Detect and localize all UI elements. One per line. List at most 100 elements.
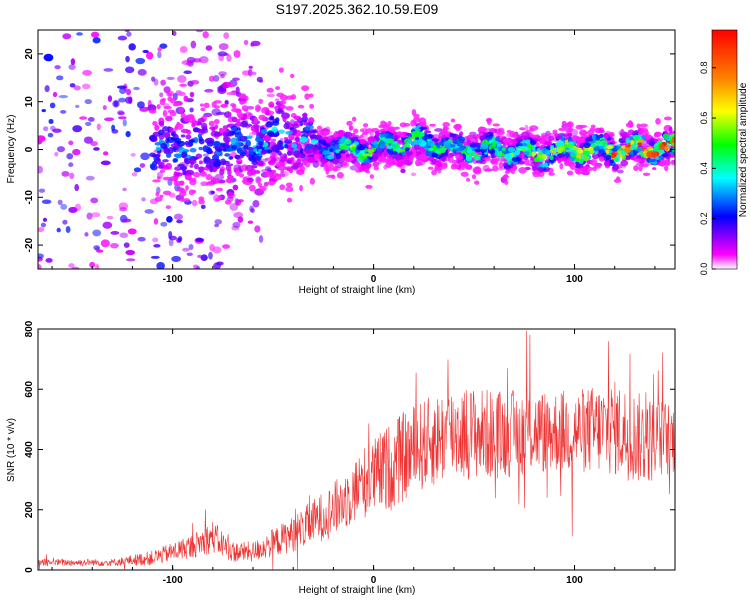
x-tick-label: 0: [371, 575, 377, 586]
spectrogram-cell: [605, 145, 614, 149]
spectrogram-cell: [309, 103, 315, 109]
spectrogram-cell: [268, 101, 275, 108]
spectrogram-cell: [648, 139, 655, 143]
spectrogram-cell: [548, 172, 555, 176]
spectrogram-cell: [231, 108, 239, 113]
spectrogram-cell: [466, 178, 471, 182]
spectrogram-cell: [183, 157, 188, 164]
spectrogram-cell: [180, 134, 186, 138]
spectrogram-cell: [159, 43, 168, 49]
spectrogram-cell: [175, 153, 182, 159]
spectrogram-cell: [285, 182, 293, 188]
spectrogram-cell: [43, 53, 54, 62]
spectrogram-cell: [79, 116, 88, 120]
spectrogram-cell: [540, 163, 549, 168]
spectrogram-cell: [268, 131, 275, 138]
spectrogram-cell: [49, 102, 56, 109]
spectrogram-cell: [445, 131, 450, 138]
spectrogram-cell: [559, 162, 564, 170]
colorbar-ticks: 0.0 0.2 0.4 0.6 0.8: [699, 61, 716, 275]
spectrogram-cell: [286, 197, 293, 203]
spectrogram-cell: [663, 116, 672, 121]
spectrogram-cell: [177, 91, 186, 96]
spectrogram-cell: [589, 127, 596, 132]
spectrogram-cell: [543, 141, 553, 146]
spectrogram-cell: [262, 107, 269, 111]
spectrogram-cell: [277, 140, 283, 147]
spectrogram-cell: [326, 174, 335, 178]
spectrogram-cell: [250, 43, 255, 47]
spectrogram-cell: [597, 153, 602, 158]
spectrogram-cell: [233, 50, 241, 58]
spectrogram-cell: [84, 98, 93, 105]
spectrogram-cell: [659, 160, 665, 167]
spectrogram-cell: [74, 203, 82, 212]
spectrogram-cell: [218, 43, 229, 50]
spectrogram-cell: [166, 216, 173, 223]
spectrogram-cell: [325, 164, 335, 169]
spectrogram-cell: [193, 127, 201, 133]
spectrogram-cell: [248, 156, 257, 162]
spectrogram-cell: [239, 100, 247, 104]
spectrogram-cell: [473, 167, 482, 175]
colorbar-tick-label: 0.4: [699, 162, 709, 175]
spectrogram-cell: [235, 170, 241, 177]
spectrogram-cell: [130, 152, 136, 157]
spectrogram-cell: [156, 262, 165, 269]
spectrogram-cell: [576, 137, 585, 144]
spectrogram-cell: [159, 120, 165, 127]
spectrogram-cell: [494, 137, 500, 142]
spectrogram-cell: [228, 176, 234, 181]
spectrogram-cell: [56, 75, 64, 81]
spectrogram-cell: [434, 128, 444, 132]
spectrogram-xlabel: Height of straight line (km): [299, 285, 416, 296]
spectrogram-cell: [605, 154, 612, 160]
spectrogram-cell: [231, 144, 237, 150]
spectrogram-cell: [303, 159, 308, 166]
spectrogram-cell: [410, 172, 417, 177]
spectrogram-cell: [590, 124, 596, 129]
spectrogram-cell: [387, 120, 392, 127]
spectrogram-cell: [258, 140, 264, 146]
spectrogram-cell: [163, 106, 172, 110]
spectrogram-cell: [496, 167, 506, 171]
spectrogram-cell: [234, 154, 240, 160]
spectrogram-cell: [188, 159, 197, 165]
spectrogram-cell: [483, 157, 491, 162]
spectrogram-cell: [243, 39, 249, 46]
spectrogram-cell: [524, 158, 530, 166]
spectrogram-cell: [257, 182, 263, 188]
spectrogram-cell: [608, 132, 615, 137]
spectrogram-cell: [212, 75, 220, 82]
spectrogram-cell: [60, 109, 67, 114]
spectrogram-cell: [426, 157, 435, 161]
spectrogram-cell: [192, 172, 201, 178]
spectrogram-cell: [195, 237, 205, 242]
spectrogram-cell: [219, 168, 225, 176]
spectrogram-cell: [211, 126, 216, 133]
spectrogram-cell: [154, 142, 161, 146]
spectrogram-cell: [236, 147, 242, 154]
spectrogram-cell: [180, 128, 190, 134]
spectrogram-cell: [664, 159, 670, 165]
spectrogram-cell: [310, 138, 318, 145]
spectrogram-cell: [255, 145, 264, 150]
spectrogram-cell: [339, 144, 348, 150]
spectrogram-cell: [160, 79, 166, 86]
spectrogram-cell: [82, 83, 91, 90]
spectrogram-cell: [66, 153, 74, 160]
spectrogram-cell: [369, 174, 375, 179]
spectrogram-cell: [529, 128, 535, 132]
spectrogram-cell: [544, 149, 551, 157]
spectrogram-cell: [47, 132, 54, 138]
spectrogram-cell: [209, 159, 215, 163]
spectrogram-cell: [162, 176, 172, 181]
spectrogram-cell: [128, 43, 136, 51]
spectrogram-cell: [177, 187, 186, 192]
spectrogram-cell: [661, 153, 669, 158]
spectrogram-cell: [205, 161, 212, 169]
spectrogram-cell: [100, 160, 111, 166]
spectrogram-cell: [73, 85, 81, 91]
spectrogram-cell: [386, 138, 395, 144]
spectrogram-cell: [627, 129, 635, 135]
